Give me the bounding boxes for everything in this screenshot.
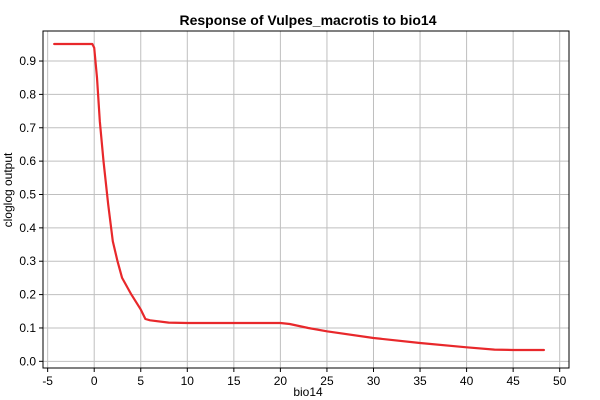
y-tick-label: 0.3 — [19, 254, 36, 268]
x-tick-label: 50 — [553, 374, 567, 388]
series-line — [53, 42, 546, 352]
x-tick-label: 15 — [227, 374, 241, 388]
x-tick-label: 40 — [460, 374, 474, 388]
y-tick-label: 0.8 — [19, 87, 36, 101]
x-tick-label: -5 — [42, 374, 53, 388]
y-tick-label: 0.6 — [19, 154, 36, 168]
series-group — [53, 42, 546, 352]
x-tick-label: 45 — [506, 374, 520, 388]
y-tick-label: 0.0 — [19, 354, 36, 368]
x-tick-label: 30 — [367, 374, 381, 388]
y-tick-label: 0.1 — [19, 321, 36, 335]
x-tick-label: 25 — [320, 374, 334, 388]
y-tick-label: 0.5 — [19, 187, 36, 201]
x-tick-label: 5 — [137, 374, 144, 388]
chart-title: Response of Vulpes_macrotis to bio14 — [180, 12, 437, 28]
x-tick-label: 0 — [91, 374, 98, 388]
y-tick-label: 0.4 — [19, 221, 36, 235]
x-tick-label: 35 — [413, 374, 427, 388]
y-axis-label: cloglog output — [1, 152, 15, 227]
y-tick-label: 0.7 — [19, 121, 36, 135]
x-tick-label: 20 — [274, 374, 288, 388]
y-tick-label: 0.2 — [19, 288, 36, 302]
x-tick-label: 10 — [181, 374, 195, 388]
y-tick-label: 0.9 — [19, 54, 36, 68]
axis-ticks: -5 0 5 10 15 20 25 30 35 40 45 50 0.0 0.1 0.2 0.3 0.4 0.5… — [19, 54, 566, 388]
x-axis-label: bio14 — [293, 385, 323, 399]
plot-frame — [42, 30, 570, 369]
grid-lines — [43, 31, 569, 368]
